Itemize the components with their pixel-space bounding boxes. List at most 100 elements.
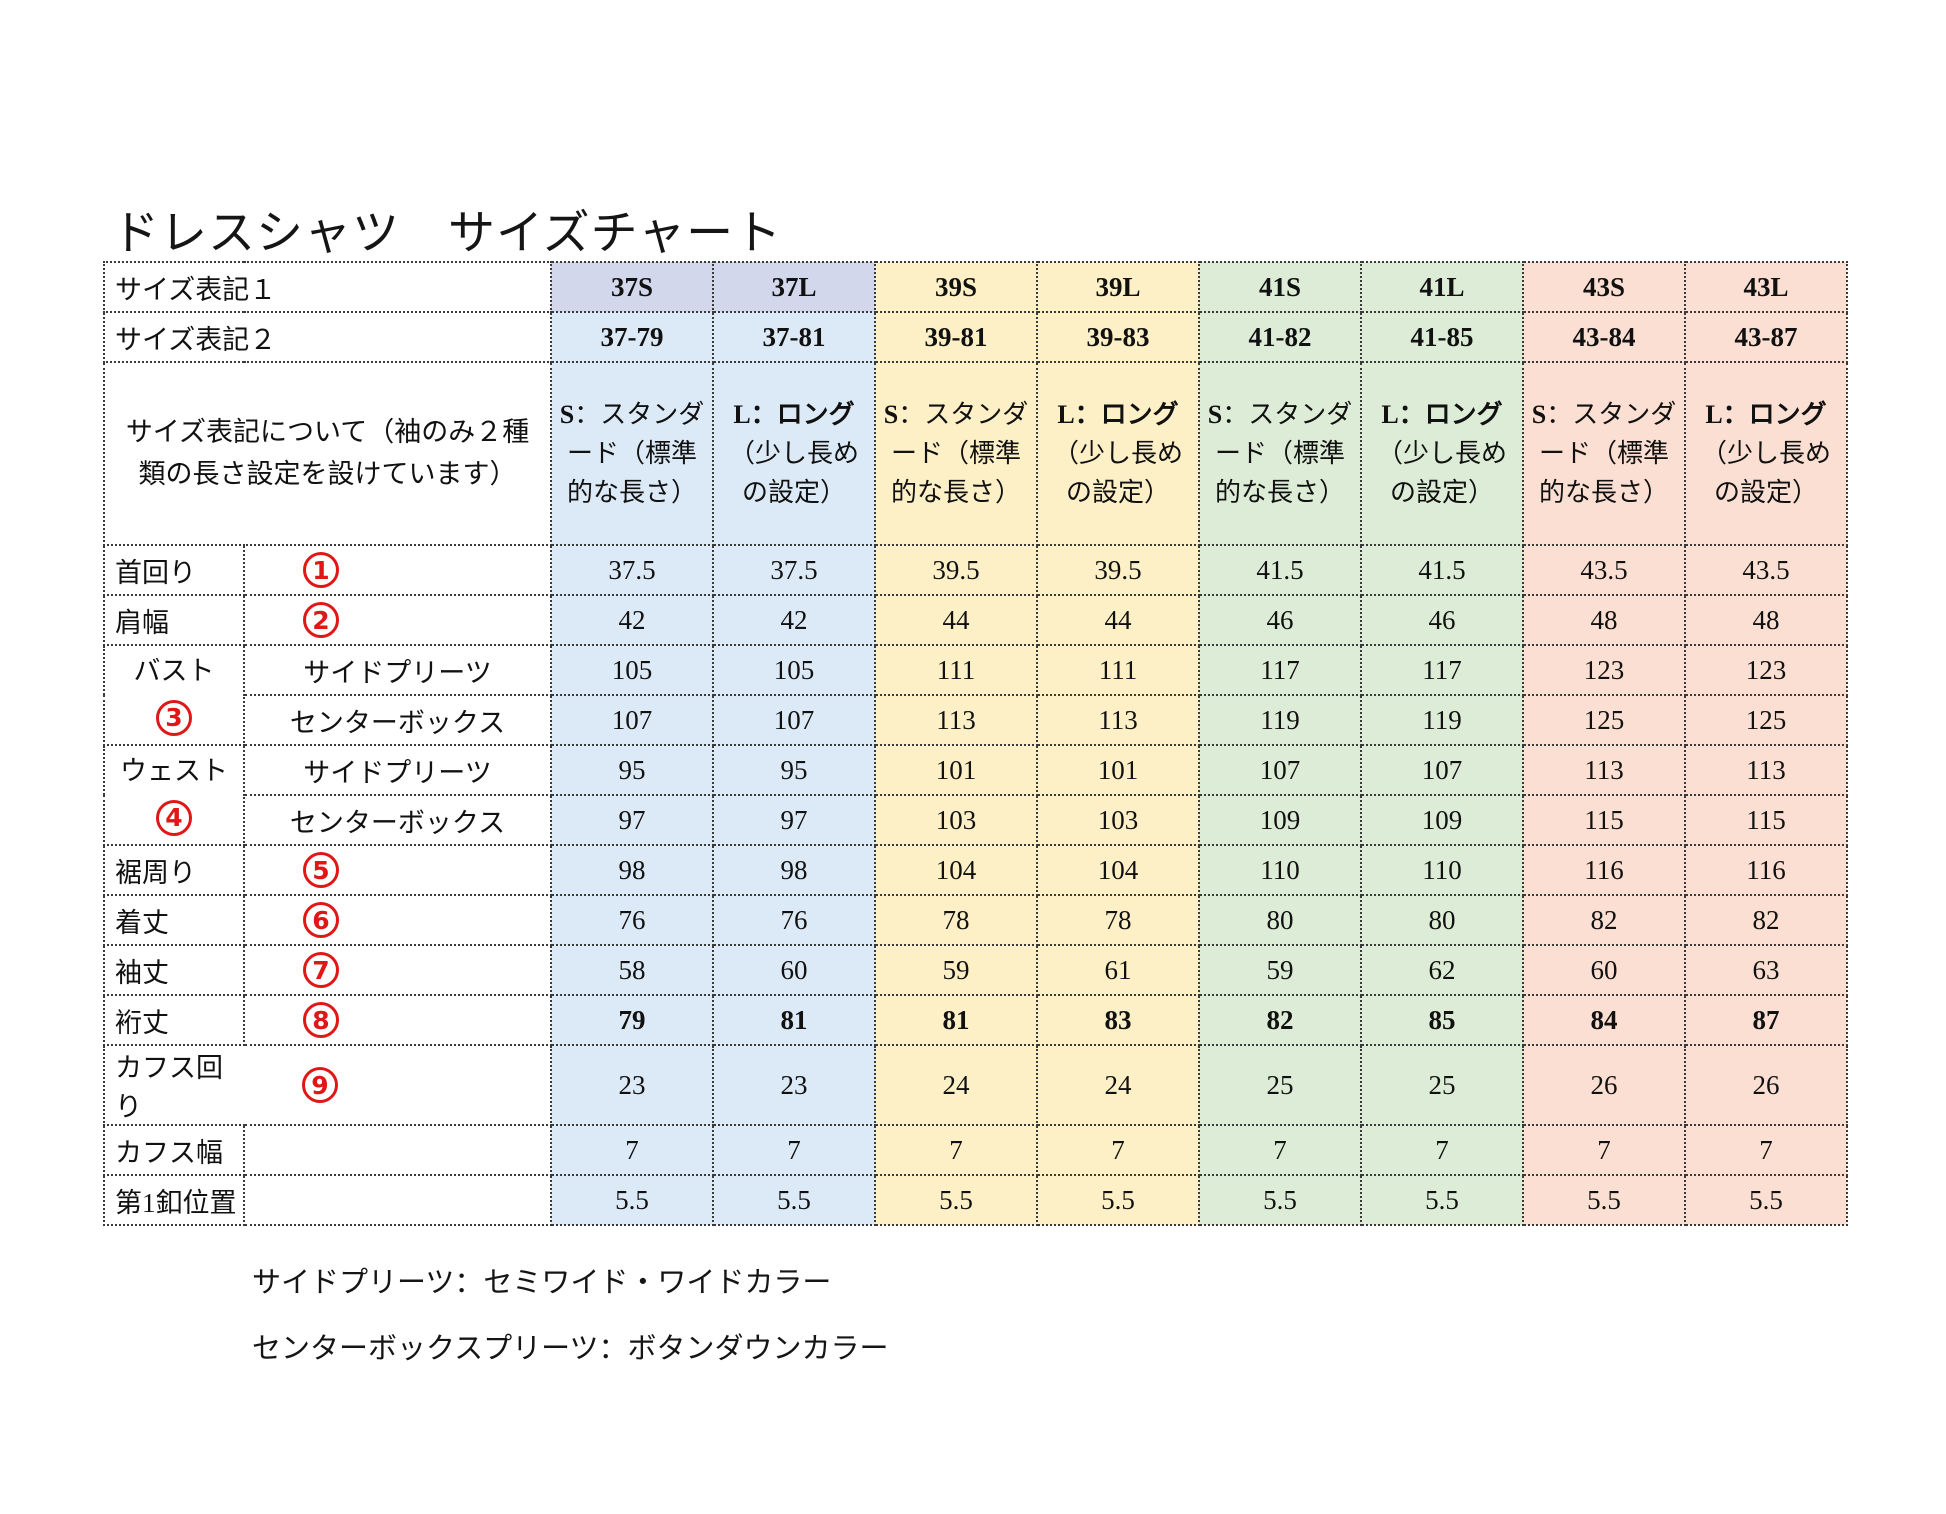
sub-row-label-cell: センターボックス (242, 794, 553, 846)
size-code-cell: 43-87 (1684, 311, 1849, 363)
value-cell: 44 (1036, 594, 1201, 646)
value-cell: 80 (1360, 894, 1525, 946)
value-cell: 60 (1522, 944, 1687, 996)
circled-number: 6 (303, 902, 339, 938)
fit-desc-bold: L：ロング (1381, 400, 1503, 429)
fit-desc-rest: （少し長めの設定） (729, 439, 860, 507)
fit-desc-rest: （少し長めの設定） (1377, 439, 1508, 507)
fit-desc-rest: （少し長めの設定） (1053, 439, 1184, 507)
value-cell: 113 (874, 694, 1039, 746)
fit-desc-cell: L：ロング （少し長めの設定） (1684, 361, 1849, 546)
value-cell: 119 (1198, 694, 1363, 746)
table-row: 裾周り 5 98 98 104 104 110 110 116 116 (103, 844, 1849, 896)
size-chart-table: サイズ表記１ 37S 37L 39S 39L 41S 41L 43S 43L サ… (102, 261, 1849, 1226)
value-cell: 97 (550, 794, 715, 846)
value-cell: 7 (712, 1124, 877, 1176)
value-cell: 5.5 (1360, 1174, 1525, 1226)
value-cell: 101 (874, 744, 1039, 796)
footnote-line: サイドプリーツ：セミワイド・ワイドカラー (252, 1267, 832, 1299)
row-label-cell: カフス回り (103, 1044, 244, 1126)
row-label-cell: バスト 3 (103, 644, 245, 746)
row-label-cell: 首回り (103, 544, 245, 596)
value-cell: 81 (712, 994, 877, 1046)
footnotes: サイドプリーツ：セミワイド・ワイドカラー センターボックスプリーツ：ボタンダウン… (252, 1250, 889, 1382)
value-cell: 7 (1684, 1124, 1849, 1176)
value-cell: 24 (1036, 1044, 1201, 1126)
table-row: サイズ表記について（袖のみ２種類の長さ設定を設けています） S：スタンダード（標… (102, 361, 1849, 546)
circled-number: 3 (156, 700, 192, 737)
value-cell: 103 (1036, 794, 1201, 846)
value-cell: 111 (874, 644, 1039, 696)
table-row: 着丈 6 76 76 78 78 80 80 82 82 (103, 894, 1849, 946)
value-cell: 85 (1360, 994, 1525, 1046)
table-row: サイズ表記１ 37S 37L 39S 39L 41S 41L 43S 43L (102, 261, 1849, 313)
size-code-cell: 37-81 (712, 311, 877, 363)
value-cell: 107 (1360, 744, 1525, 796)
table-row: センターボックス 97 97 103 103 109 109 115 115 (104, 794, 1849, 846)
size-code-cell: 39-81 (874, 311, 1039, 363)
value-cell: 5.5 (712, 1174, 877, 1226)
fit-desc-cell: S：スタンダード（標準的な長さ） (874, 361, 1039, 546)
table-row: サイズ表記２ 37-79 37-81 39-81 39-83 41-82 41-… (102, 311, 1849, 363)
value-cell: 25 (1360, 1044, 1525, 1126)
fit-desc-cell: L：ロング （少し長めの設定） (1360, 361, 1525, 546)
fit-desc-bold: S (1207, 400, 1223, 429)
row-label: バスト (133, 656, 215, 687)
table-row: 肩幅 2 42 42 44 44 46 46 48 48 (103, 594, 1849, 646)
size-code-cell: 41-82 (1198, 311, 1363, 363)
value-cell: 26 (1522, 1044, 1687, 1126)
row-label-cell: 裄丈 (103, 994, 245, 1046)
value-cell: 83 (1036, 994, 1201, 1046)
value-cell: 101 (1036, 744, 1201, 796)
fit-desc-cell: S：スタンダード（標準的な長さ） (550, 361, 715, 546)
circled-number: 1 (303, 552, 339, 588)
value-cell: 95 (550, 744, 715, 796)
row-label-cell: 袖丈 (103, 944, 245, 996)
value-cell: 117 (1198, 644, 1363, 696)
value-cell: 95 (712, 744, 877, 796)
circled-number-cell: 5 (242, 844, 553, 896)
value-cell: 5.5 (1522, 1174, 1687, 1226)
circled-number: 5 (303, 852, 339, 888)
value-cell: 7 (1198, 1124, 1363, 1176)
sub-row-label-cell: センターボックス (242, 694, 553, 746)
row-label-cell: サイズ表記１ (102, 261, 553, 313)
value-cell: 110 (1360, 844, 1525, 896)
empty-cell (242, 1124, 553, 1176)
value-cell: 5.5 (1198, 1174, 1363, 1226)
fit-desc-rest: （少し長めの設定） (1701, 439, 1832, 507)
table-row: カフス回り 9 23 23 24 24 25 25 26 26 (103, 1044, 1849, 1126)
row-label-cell: ウェスト 4 (103, 744, 245, 846)
value-cell: 7 (1522, 1124, 1687, 1176)
fit-desc-bold: S (1531, 400, 1547, 429)
fit-desc-bold: S (559, 400, 575, 429)
table-row: センターボックス 107 107 113 113 119 119 125 125 (104, 694, 1849, 746)
size-header-cell: 43L (1684, 261, 1849, 313)
value-cell: 42 (712, 594, 877, 646)
value-cell: 81 (874, 994, 1039, 1046)
value-cell: 125 (1684, 694, 1849, 746)
row-label: ウェスト (120, 756, 228, 787)
value-cell: 24 (874, 1044, 1039, 1126)
value-cell: 48 (1684, 594, 1849, 646)
value-cell: 23 (550, 1044, 715, 1126)
fit-desc-bold: L：ロング (733, 400, 855, 429)
circled-number-cell: 7 (242, 944, 553, 996)
value-cell: 79 (550, 994, 715, 1046)
value-cell: 80 (1198, 894, 1363, 946)
circled-number-cell: 6 (242, 894, 553, 946)
value-cell: 105 (550, 644, 715, 696)
size-header-cell: 41S (1198, 261, 1363, 313)
value-cell: 5.5 (874, 1174, 1039, 1226)
value-cell: 41.5 (1360, 544, 1525, 596)
circled-number: 8 (303, 1002, 339, 1038)
row-label-cell: 第1釦位置 (103, 1174, 245, 1226)
value-cell: 43.5 (1684, 544, 1849, 596)
value-cell: 98 (550, 844, 715, 896)
row-label-cell: 着丈 (103, 894, 245, 946)
size-code-cell: 37-79 (550, 311, 715, 363)
value-cell: 109 (1360, 794, 1525, 846)
size-header-cell: 41L (1360, 261, 1525, 313)
value-cell: 76 (550, 894, 715, 946)
value-cell: 23 (712, 1044, 877, 1126)
